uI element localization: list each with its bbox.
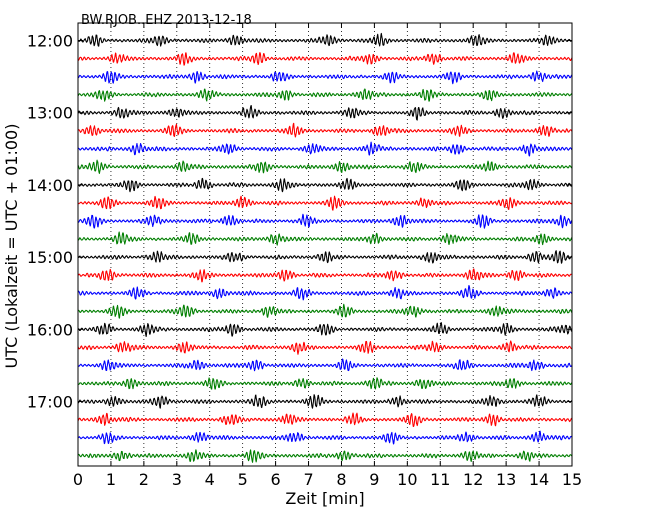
y-tick-label: 17:00 bbox=[27, 393, 73, 412]
trace-1500 bbox=[77, 250, 573, 264]
trace-1745 bbox=[77, 449, 573, 463]
x-tick-label: 10 bbox=[397, 470, 417, 489]
x-tick-label: 2 bbox=[139, 470, 149, 489]
x-axis-ticks: 0 1 2 3 4 5 6 7 8 9 10 11 12 13 14 15 bbox=[73, 23, 582, 489]
trace-1615 bbox=[77, 340, 573, 355]
x-tick-label: 13 bbox=[496, 470, 516, 489]
chart-title: BW.RJOB..EHZ 2013-12-18 bbox=[81, 13, 252, 28]
trace-1345 bbox=[77, 159, 573, 174]
x-tick-label: 1 bbox=[106, 470, 116, 489]
traces bbox=[77, 32, 573, 463]
trace-1515 bbox=[77, 268, 573, 283]
trace-1330 bbox=[77, 141, 573, 157]
x-axis-label: Zeit [min] bbox=[285, 489, 364, 508]
trace-1215 bbox=[77, 52, 573, 66]
x-tick-label: 14 bbox=[529, 470, 549, 489]
y-tick-label: 13:00 bbox=[27, 104, 73, 123]
trace-1445 bbox=[77, 231, 573, 246]
trace-1645 bbox=[77, 377, 573, 390]
trace-1400 bbox=[77, 177, 573, 193]
x-tick-label: 5 bbox=[238, 470, 248, 489]
x-tick-label: 3 bbox=[172, 470, 182, 489]
trace-1430 bbox=[77, 213, 573, 229]
trace-1545 bbox=[77, 303, 573, 319]
trace-1245 bbox=[77, 88, 573, 102]
x-tick-label: 15 bbox=[562, 470, 582, 489]
y-axis-label: UTC (Lokalzeit = UTC + 01:00) bbox=[2, 124, 21, 369]
trace-1200 bbox=[77, 32, 573, 47]
x-tick-label: 11 bbox=[430, 470, 450, 489]
x-tick-label: 6 bbox=[271, 470, 281, 489]
trace-1300 bbox=[77, 105, 573, 121]
trace-1600 bbox=[77, 322, 573, 337]
grid bbox=[110, 23, 540, 466]
trace-1730 bbox=[77, 430, 573, 445]
y-tick-label: 14:00 bbox=[27, 176, 73, 195]
x-tick-label: 12 bbox=[463, 470, 483, 489]
y-tick-label: 12:00 bbox=[27, 32, 73, 51]
y-tick-label: 16:00 bbox=[27, 320, 73, 339]
x-tick-label: 9 bbox=[369, 470, 379, 489]
trace-1530 bbox=[77, 285, 573, 301]
trace-1700 bbox=[77, 394, 573, 409]
plot-frame bbox=[77, 22, 573, 467]
y-tick-label: 15:00 bbox=[27, 248, 73, 267]
trace-1415 bbox=[77, 195, 573, 211]
y-axis-ticks: 12:00 13:00 14:00 15:00 16:00 17:00 bbox=[27, 32, 572, 412]
x-tick-label: 0 bbox=[73, 470, 83, 489]
trace-1715 bbox=[77, 412, 573, 428]
trace-1630 bbox=[77, 358, 573, 372]
x-tick-label: 8 bbox=[336, 470, 346, 489]
x-tick-label: 7 bbox=[303, 470, 313, 489]
trace-1230 bbox=[77, 70, 573, 85]
x-tick-label: 4 bbox=[205, 470, 215, 489]
trace-1315 bbox=[77, 122, 573, 138]
